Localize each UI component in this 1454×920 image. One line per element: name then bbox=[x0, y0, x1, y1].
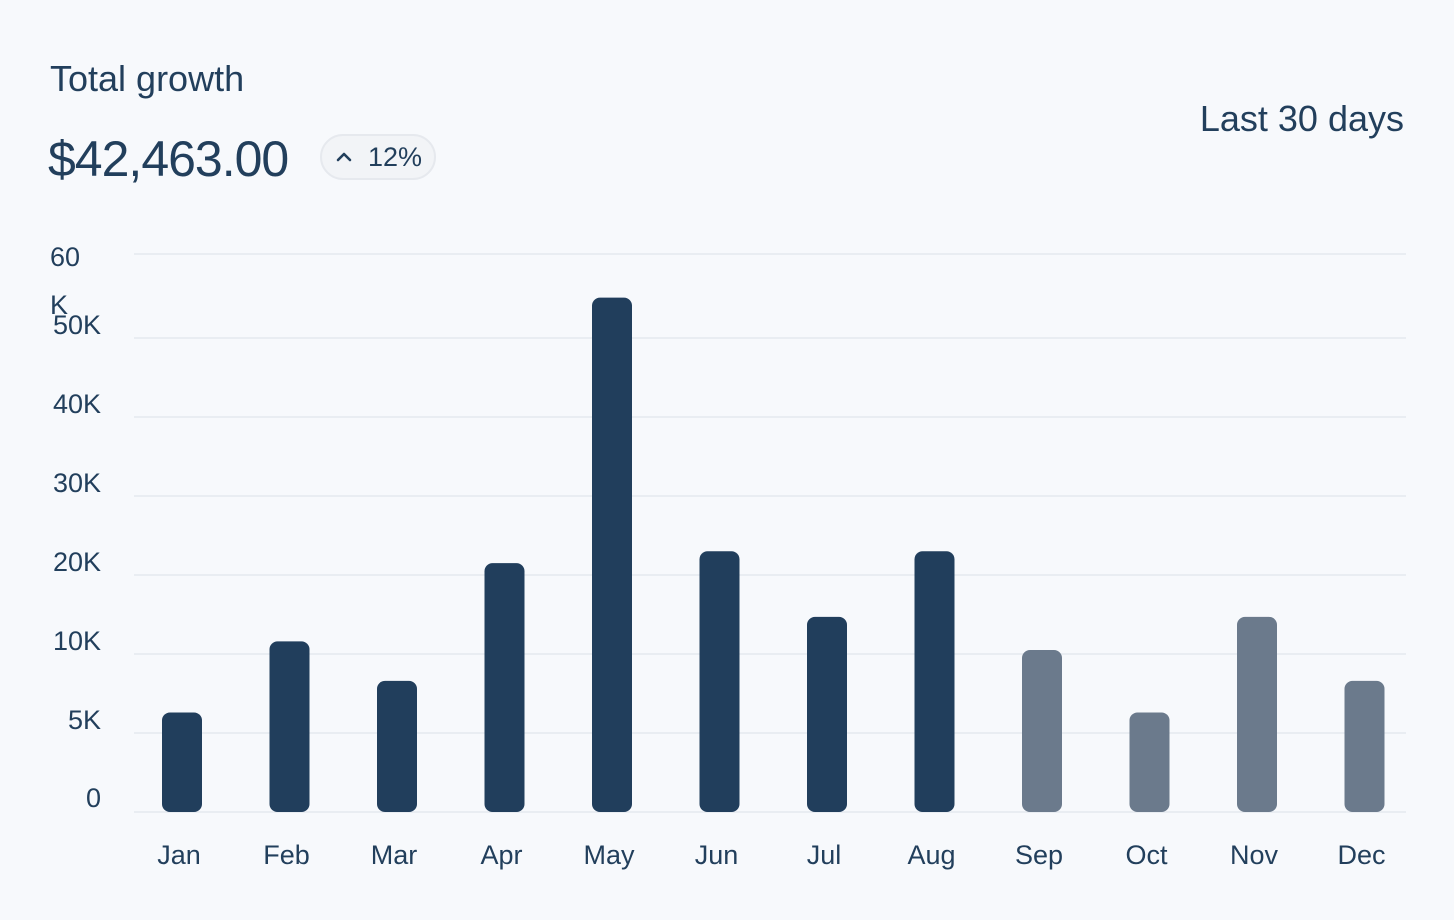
y-tick-label: 20K bbox=[53, 547, 101, 577]
x-tick-label: Aug bbox=[907, 840, 955, 870]
bar-dec[interactable] bbox=[1344, 680, 1385, 812]
change-badge: 12% bbox=[320, 134, 436, 180]
bar-jul[interactable] bbox=[807, 616, 847, 812]
bar-jan[interactable] bbox=[162, 712, 202, 812]
bar-apr[interactable] bbox=[484, 563, 525, 812]
y-tick-label: 40K bbox=[53, 389, 101, 419]
card-title: Total growth bbox=[50, 58, 245, 99]
y-tick-label: 10K bbox=[53, 626, 101, 656]
x-tick-label: May bbox=[583, 840, 635, 870]
change-percent: 12% bbox=[368, 141, 423, 172]
date-range-label[interactable]: Last 30 days bbox=[1199, 98, 1404, 139]
x-tick-label: Jul bbox=[807, 840, 842, 870]
x-tick-label: Jun bbox=[695, 840, 739, 870]
chevron-up-icon bbox=[336, 152, 352, 162]
bar-may[interactable] bbox=[592, 297, 632, 812]
bar-oct[interactable] bbox=[1129, 712, 1170, 812]
y-tick-label: 50K bbox=[53, 310, 101, 340]
x-tick-label: Nov bbox=[1230, 840, 1279, 870]
x-tick-label: Sep bbox=[1015, 840, 1063, 870]
y-tick-label: 5K bbox=[68, 705, 101, 735]
y-tick-label: 30K bbox=[53, 468, 101, 498]
bar-aug[interactable] bbox=[914, 551, 955, 812]
bar-jun[interactable] bbox=[699, 551, 740, 812]
bar-mar[interactable] bbox=[377, 680, 417, 812]
total-amount: $42,463.00 bbox=[48, 131, 289, 187]
bar-nov[interactable] bbox=[1237, 616, 1277, 812]
bar-feb[interactable] bbox=[269, 641, 310, 812]
bar-sep[interactable] bbox=[1022, 650, 1062, 812]
x-tick-label: Apr bbox=[480, 840, 522, 870]
y-tick-label: 60 K bbox=[50, 242, 80, 320]
x-tick-label: Feb bbox=[263, 840, 310, 870]
x-tick-label: Dec bbox=[1337, 840, 1385, 870]
x-tick-label: Jan bbox=[157, 840, 201, 870]
x-tick-label: Mar bbox=[371, 840, 418, 870]
x-tick-label: Oct bbox=[1125, 840, 1168, 870]
y-tick-label: 0 bbox=[86, 783, 101, 813]
